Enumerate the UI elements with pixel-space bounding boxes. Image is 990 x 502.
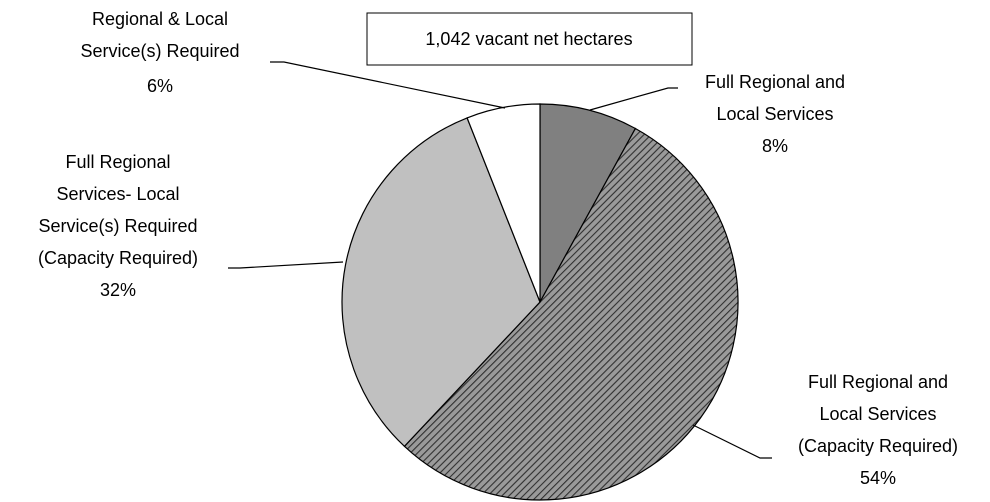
leader-line: [270, 61, 506, 109]
pie-slice: [341, 117, 541, 448]
value-label: 8%: [762, 136, 788, 156]
value-label: 54%: [860, 468, 896, 488]
annotation-box: [366, 12, 693, 66]
slice-label: Full Regional Services- Local Service(s) R…: [38, 152, 198, 268]
annotation: 1,042 vacant net hectares: [425, 29, 632, 49]
value-label: 6%: [147, 76, 173, 96]
value-label: 32%: [100, 280, 136, 300]
leader-line: [692, 424, 772, 459]
slice-label: Full Regional and Local Services (Capacity…: [798, 372, 958, 456]
leader-line: [228, 261, 344, 269]
slice-label: Full Regional and Local Services: [705, 72, 845, 124]
slice-label: Regional & Local Service(s) Required: [80, 9, 239, 61]
leader-line: [589, 87, 678, 111]
pie-slice: [403, 127, 739, 501]
pie-slice: [539, 103, 637, 303]
